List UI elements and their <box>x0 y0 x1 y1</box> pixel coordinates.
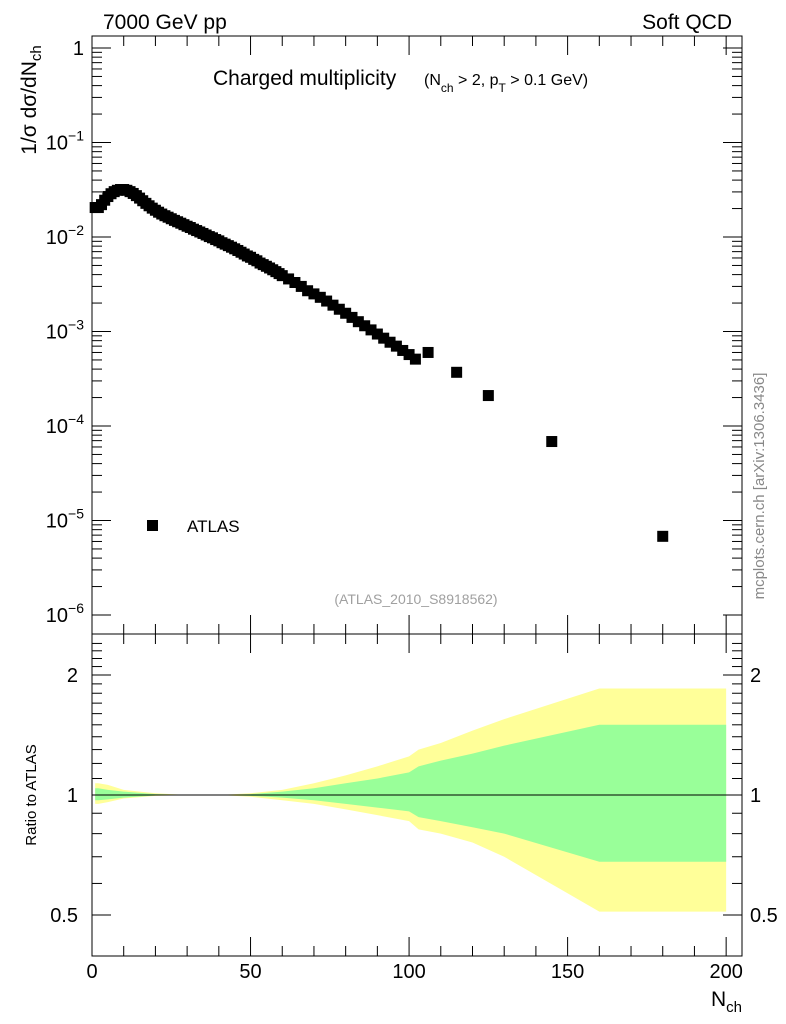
data-point <box>276 270 288 282</box>
source-side-label: mcplots.cern.ch [arXiv:1306.3436] <box>751 373 768 600</box>
data-point <box>403 349 415 361</box>
data-point <box>657 530 669 542</box>
data-point <box>321 295 333 307</box>
upper-panel: 1 10−1 10−2 10−3 10−4 10−5 10−6 Charged multip… <box>18 35 743 635</box>
band-inner <box>95 724 727 862</box>
data-point <box>371 328 383 340</box>
legend-marker <box>147 520 158 531</box>
analysis-label: (ATLAS_2010_S8918562) <box>334 591 497 607</box>
y-tick-label: 10−4 <box>46 411 84 438</box>
x-tick-label: 200 <box>709 961 742 983</box>
data-point <box>422 346 434 358</box>
x-tick-label: 100 <box>392 961 425 983</box>
legend-label: ATLAS <box>187 517 240 536</box>
data-point <box>451 366 463 378</box>
data-point <box>327 299 339 311</box>
x-tick-label: 50 <box>239 961 261 983</box>
lower-panel: 0 50 100 150 200 0.5 0.5 1 1 2 2 Ratio to ATLAS Nc… <box>23 633 778 1016</box>
data-point <box>365 324 377 336</box>
data-point <box>384 336 396 348</box>
x-axis-label: Nch <box>711 988 742 1016</box>
data-point <box>295 280 307 292</box>
data-point <box>340 307 352 319</box>
ratio-tick-label-right: 2 <box>750 665 761 687</box>
category-label: Soft QCD <box>642 11 732 34</box>
ratio-tick-label-right: 0.5 <box>750 905 778 927</box>
ratio-axis-label: Ratio to ATLAS <box>23 744 40 845</box>
ratio-tick-label-left: 1 <box>67 785 78 807</box>
y-tick-label: 10−3 <box>46 317 84 344</box>
data-point <box>289 277 301 289</box>
atlas-data-points <box>89 184 669 542</box>
x-tick-label: 150 <box>551 961 584 983</box>
ratio-tick-label-right: 1 <box>750 785 761 807</box>
data-point <box>390 340 402 352</box>
chart-title: Charged multiplicity <box>213 67 397 90</box>
data-point <box>302 285 314 297</box>
y-tick-label: 10−5 <box>46 506 84 533</box>
data-point <box>308 288 320 300</box>
data-point <box>352 316 364 328</box>
energy-label: 7000 GeV pp <box>103 11 227 34</box>
data-point <box>378 332 390 344</box>
ratio-tick-label-left: 0.5 <box>50 905 78 927</box>
ratio-tick-label-left: 2 <box>67 665 78 687</box>
y-tick-label: 1 <box>73 38 84 60</box>
data-point <box>333 303 345 315</box>
upper-ticks <box>91 36 742 634</box>
chart-title-cut: (Nch > 2, pT > 0.1 GeV) <box>424 72 588 95</box>
data-point <box>359 320 371 332</box>
y-tick-label: 10−6 <box>46 600 84 627</box>
x-tick-label: 0 <box>86 961 97 983</box>
data-point <box>546 436 558 448</box>
data-point <box>409 353 421 365</box>
chart-title-main: Charged multiplicity <box>213 67 397 90</box>
data-point <box>314 291 326 303</box>
uncertainty-bands <box>95 688 727 912</box>
y-axis-label: 1/σ dσ/dNch <box>18 45 45 154</box>
lower-tick-labels: 0 50 100 150 200 0.5 0.5 1 1 2 2 <box>50 665 778 983</box>
data-point <box>397 344 409 356</box>
data-point <box>283 273 295 285</box>
data-point <box>346 311 358 323</box>
upper-frame <box>91 35 743 635</box>
y-tick-label: 10−1 <box>46 128 84 155</box>
data-point <box>482 390 494 402</box>
lower-ticks <box>91 634 742 956</box>
y-tick-label: 10−2 <box>46 222 84 249</box>
upper-y-tick-labels: 1 10−1 10−2 10−3 10−4 10−5 10−6 <box>46 38 84 627</box>
